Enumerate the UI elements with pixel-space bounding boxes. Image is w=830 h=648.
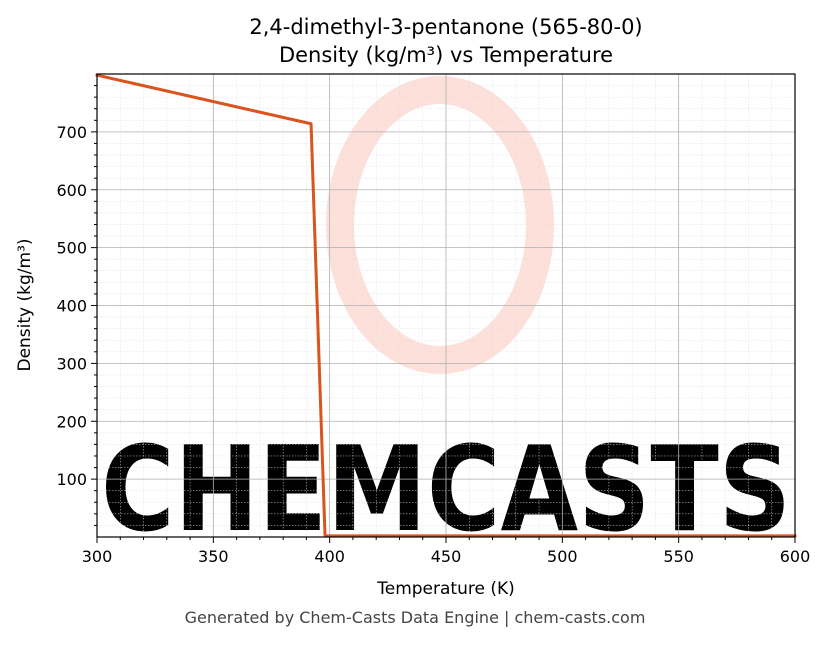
y-axis-ticks: 100 200 300 400 500 600 700 xyxy=(56,85,97,526)
chart-title-line1: 2,4-dimethyl-3-pentanone (565-80-0) xyxy=(249,15,642,39)
x-tick-label: 500 xyxy=(547,547,578,566)
y-tick-label: 100 xyxy=(56,470,87,489)
x-tick-label: 300 xyxy=(82,547,113,566)
y-tick-label: 300 xyxy=(56,354,87,373)
x-tick-label: 350 xyxy=(198,547,229,566)
y-tick-label: 400 xyxy=(56,297,87,316)
x-tick-label: 550 xyxy=(663,547,694,566)
x-tick-label: 450 xyxy=(431,547,462,566)
y-tick-label: 600 xyxy=(56,181,87,200)
y-tick-label: 500 xyxy=(56,239,87,258)
x-axis-label: Temperature (K) xyxy=(376,579,515,599)
x-tick-label: 400 xyxy=(314,547,345,566)
density-series-line xyxy=(95,73,797,538)
y-axis-label: Density (kg/m³) xyxy=(15,238,35,371)
y-tick-label: 200 xyxy=(56,412,87,431)
x-axis-ticks: 300 350 400 450 500 550 600 xyxy=(82,537,811,566)
watermark-circle-mark xyxy=(326,76,554,374)
x-tick-label: 600 xyxy=(780,547,811,566)
footer-credit: Generated by Chem-Casts Data Engine | ch… xyxy=(184,608,646,627)
series-layer xyxy=(95,73,797,538)
chart-title-line2: Density (kg/m³) vs Temperature xyxy=(279,43,613,67)
y-tick-label: 700 xyxy=(56,123,87,142)
